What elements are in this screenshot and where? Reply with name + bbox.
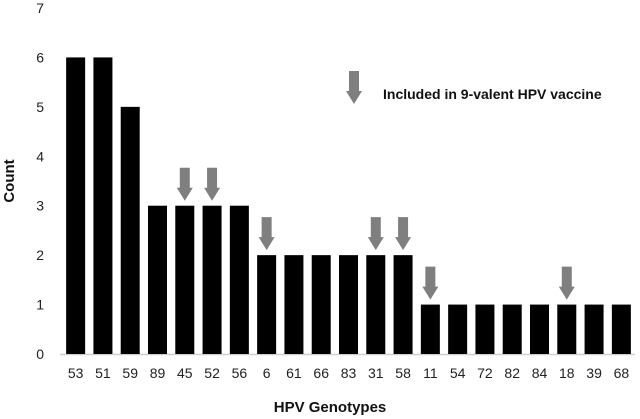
bars: [66, 57, 631, 355]
arrow-down-icon: [558, 266, 575, 300]
y-tick-label: 4: [36, 148, 44, 164]
x-tick-label: 72: [477, 365, 493, 381]
y-tick-label: 2: [36, 247, 44, 263]
x-tick-label: 31: [368, 365, 384, 381]
bar-68: [611, 304, 631, 354]
x-tick-label: 61: [286, 365, 302, 381]
x-tick-label: 11: [423, 365, 438, 381]
x-tick-label: 82: [504, 365, 520, 381]
x-tick-label: 84: [532, 365, 548, 381]
bar-61: [284, 255, 304, 354]
x-tick-label: 59: [122, 365, 138, 381]
y-axis-ticks: 0 1 2 3 4 5 6 7: [36, 0, 44, 362]
legend: Included in 9-valent HPV vaccine: [346, 71, 602, 104]
x-tick-label: 89: [150, 365, 166, 381]
bar-59: [120, 106, 140, 354]
y-tick-label: 1: [36, 297, 44, 313]
bar-66: [311, 255, 331, 354]
bar-58: [393, 255, 413, 354]
x-tick-label: 54: [450, 365, 466, 381]
arrow-down-icon: [176, 167, 193, 201]
arrow-down-icon: [422, 266, 439, 300]
x-tick-label: 58: [395, 365, 411, 381]
bar-82: [502, 304, 522, 354]
arrow-down-icon: [367, 217, 384, 251]
bar-51: [93, 57, 113, 355]
y-tick-label: 6: [36, 49, 44, 65]
bar-83: [339, 255, 358, 354]
x-tick-label: 18: [559, 365, 575, 381]
arrow-down-icon: [346, 71, 362, 104]
bar-31: [366, 255, 386, 354]
x-tick-label: 56: [232, 365, 248, 381]
x-tick-label: 53: [68, 365, 84, 381]
bar-39: [584, 304, 604, 354]
bar-72: [475, 304, 495, 354]
bar-11: [420, 304, 440, 354]
bar-84: [530, 304, 549, 354]
bar-18: [557, 304, 577, 354]
x-tick-label: 45: [177, 365, 193, 381]
x-tick-label: 39: [586, 365, 602, 381]
x-axis-ticks: 53 51 59 89 45 52 56 6 61 66 83 31 58 11 54 72 82 84 18 39 6…: [68, 365, 630, 381]
y-tick-label: 3: [36, 198, 44, 214]
bar-53: [66, 57, 86, 355]
bar-56: [229, 205, 249, 354]
bar-89: [148, 205, 167, 354]
x-tick-label: 6: [263, 365, 271, 381]
bar-6: [257, 255, 277, 354]
bar-54: [448, 304, 468, 354]
vaccine-arrows: [176, 167, 575, 300]
x-tick-label: 51: [95, 365, 111, 381]
bar-52: [202, 205, 222, 354]
arrow-down-icon: [204, 167, 221, 201]
bar-45: [175, 205, 195, 354]
x-axis-title: HPV Genotypes: [274, 399, 387, 416]
x-tick-label: 83: [341, 365, 357, 381]
x-tick-label: 66: [313, 365, 329, 381]
arrow-down-icon: [258, 217, 275, 251]
x-tick-label: 68: [614, 365, 630, 381]
y-axis-title: Count: [1, 159, 18, 202]
y-tick-label: 7: [36, 0, 44, 16]
y-tick-label: 5: [36, 99, 44, 115]
y-tick-label: 0: [36, 346, 44, 362]
legend-label: Included in 9-valent HPV vaccine: [383, 86, 602, 102]
x-tick-label: 52: [204, 365, 220, 381]
arrow-down-icon: [395, 217, 412, 251]
